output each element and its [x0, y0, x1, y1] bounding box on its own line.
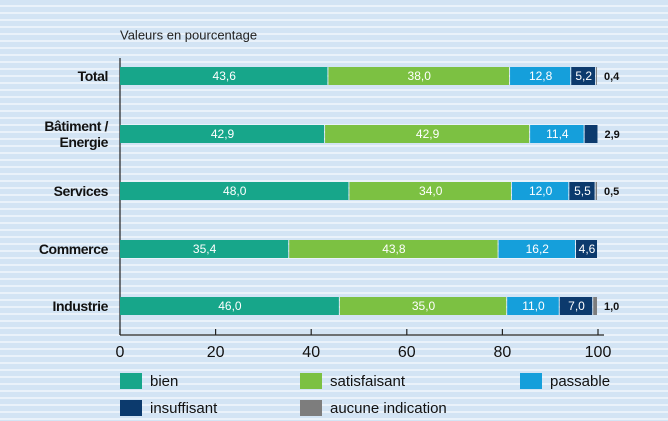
category-label: Services [53, 183, 109, 199]
value-label: 5,2 [575, 69, 592, 83]
legend-label: aucune indication [330, 400, 447, 417]
bar-segment [569, 182, 595, 200]
bar-segment [593, 297, 597, 315]
value-label: 38,0 [408, 69, 432, 83]
axis-label: Valeurs en pourcentage [120, 27, 257, 42]
legend-swatch [120, 373, 142, 389]
legend-label: passable [550, 373, 610, 390]
value-label: 35,4 [193, 242, 217, 256]
legend-swatch [520, 373, 542, 389]
value-label: 0,4 [604, 71, 620, 83]
bar-segment [559, 297, 593, 315]
value-label: 46,0 [218, 299, 242, 313]
value-label: 34,0 [419, 184, 443, 198]
bar-segment [595, 182, 597, 200]
bar-segment [571, 67, 596, 85]
legend-swatch [300, 400, 322, 416]
bar-segment [349, 182, 511, 200]
value-label: 0,5 [604, 186, 619, 198]
x-tick-label: 0 [116, 344, 125, 361]
bar-segment [498, 240, 576, 258]
value-label: 7,0 [568, 299, 585, 313]
bar-segment [596, 67, 597, 85]
x-tick-label: 20 [207, 344, 225, 361]
value-label: 16,2 [526, 242, 550, 256]
category-label: Commerce [38, 241, 109, 257]
bar-segment [120, 240, 289, 258]
x-tick-label: 60 [398, 344, 416, 361]
bar-segment [510, 67, 571, 85]
x-tick-label: 100 [585, 344, 612, 361]
category-label: Industrie [52, 298, 108, 314]
x-tick-label: 40 [302, 344, 320, 361]
value-label: 4,6 [579, 242, 596, 256]
legend-swatch [300, 373, 322, 389]
bar-segment [530, 125, 584, 143]
bar-segment [584, 125, 598, 143]
bar-segment [325, 125, 530, 143]
value-label: 11,4 [546, 127, 569, 141]
bar-segment [120, 297, 339, 315]
bar-segment [120, 125, 325, 143]
x-tick-label: 80 [494, 344, 512, 361]
legend-label: satisfaisant [330, 373, 406, 390]
value-label: 11,0 [522, 299, 545, 313]
value-label: 5,5 [574, 184, 591, 198]
bar-segment [328, 67, 510, 85]
value-label: 42,9 [211, 127, 235, 141]
value-label: 43,6 [213, 69, 237, 83]
value-label: 42,9 [416, 127, 440, 141]
legend-label: bien [150, 373, 178, 390]
category-label: Total [77, 68, 109, 84]
value-label: 35,0 [412, 299, 436, 313]
bar-segment [576, 240, 597, 258]
bar-segment [120, 67, 328, 85]
bar-segment [120, 182, 349, 200]
value-label: 1,0 [604, 301, 619, 313]
category-label: Bâtiment / Energie [44, 118, 108, 150]
value-label: 12,8 [529, 69, 553, 83]
legend-label: insuffisant [150, 400, 218, 417]
value-label: 48,0 [223, 184, 247, 198]
value-label: 2,9 [604, 129, 619, 141]
bar-segment [289, 240, 498, 258]
value-label: 43,8 [382, 242, 406, 256]
legend-swatch [120, 400, 142, 416]
bar-segment [511, 182, 569, 200]
bar-segment [507, 297, 559, 315]
bar-segment [339, 297, 507, 315]
value-label: 12,0 [529, 184, 553, 198]
